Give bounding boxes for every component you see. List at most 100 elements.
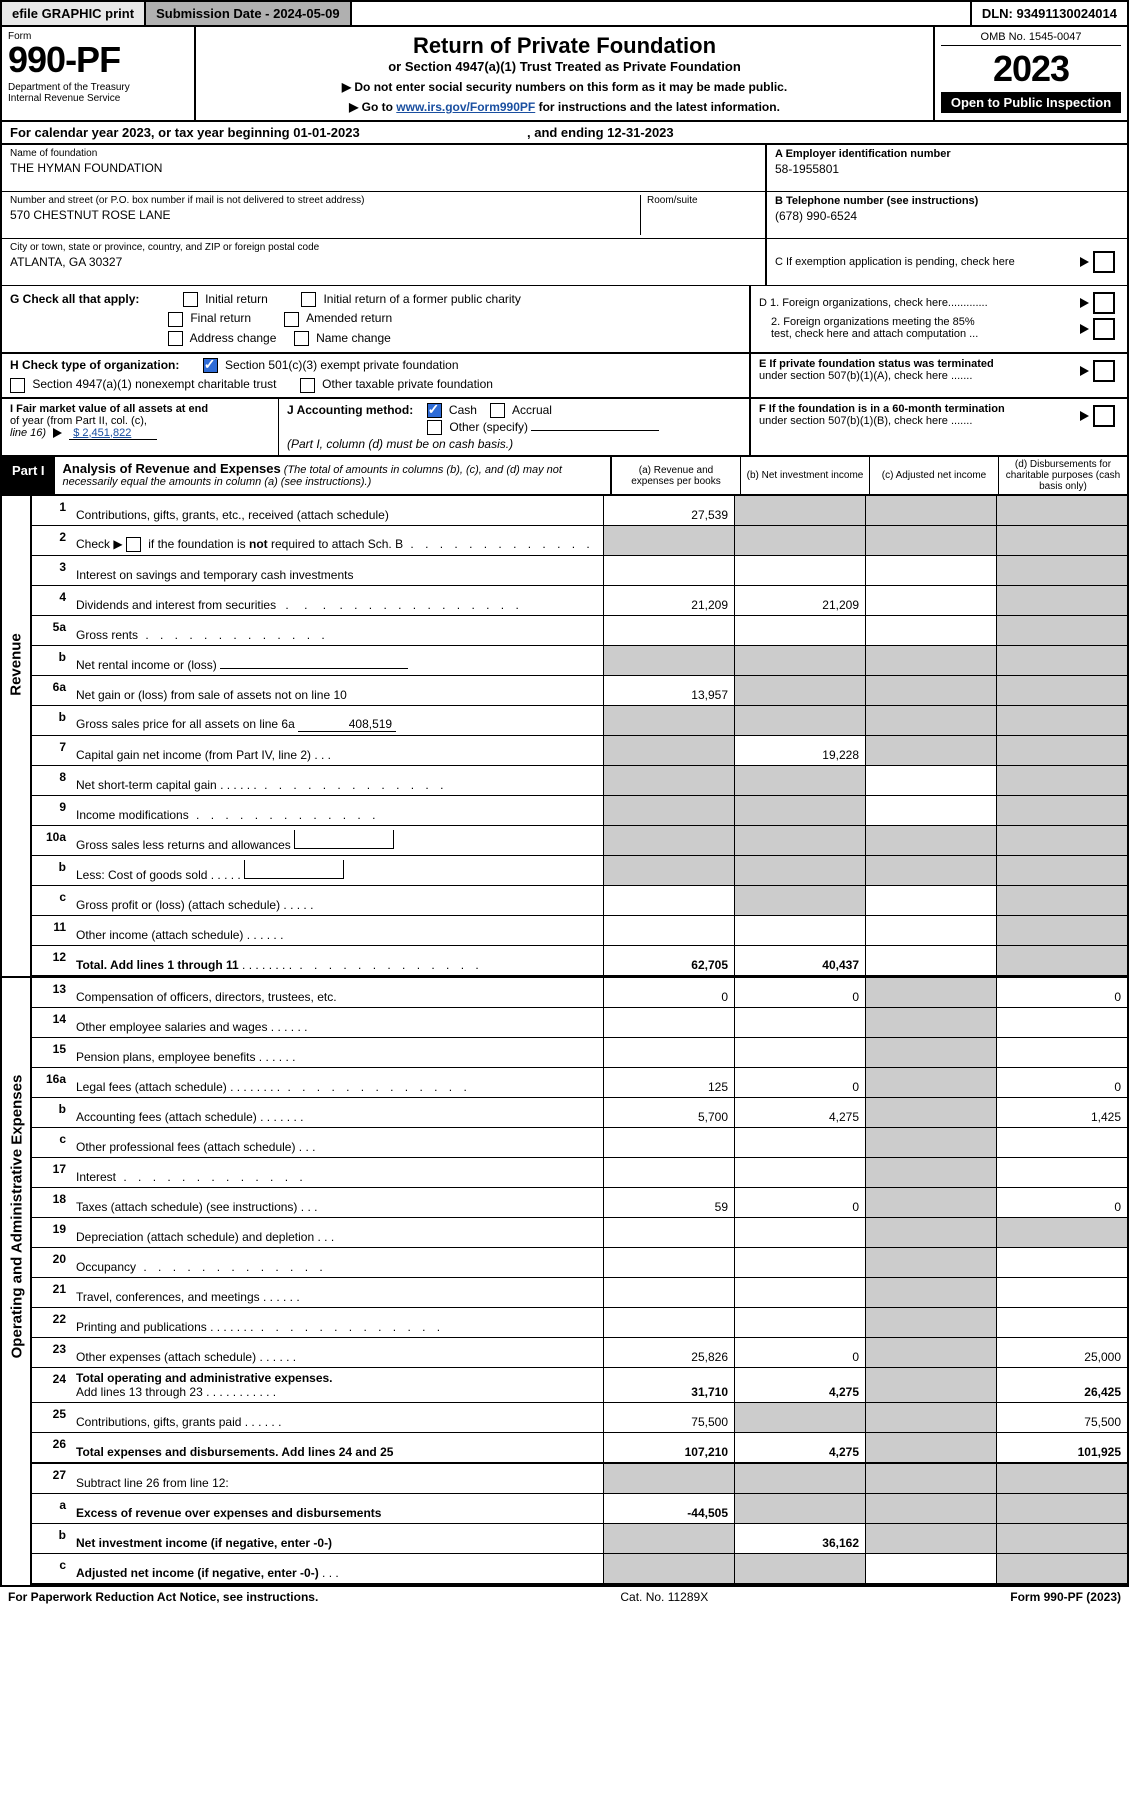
header-center: Return of Private Foundation or Section … [196, 27, 935, 120]
j-label: J Accounting method: [287, 403, 413, 417]
line-19: 19 Depreciation (attach schedule) and de… [32, 1218, 1127, 1248]
c-row: C If exemption application is pending, c… [767, 239, 1127, 285]
g-opt6: Name change [316, 331, 391, 345]
j-section: J Accounting method: Cash Accrual Other … [279, 399, 751, 456]
part1-title: Analysis of Revenue and Expenses [63, 461, 281, 476]
ein-value: 58-1955801 [775, 160, 1119, 176]
c-checkbox[interactable] [1093, 251, 1115, 273]
expenses-sidelabel: Operating and Administrative Expenses [2, 978, 32, 1585]
arrow-icon [1080, 366, 1089, 376]
l10a-input[interactable] [294, 830, 394, 849]
calyear-a: For calendar year 2023, or tax year begi… [10, 125, 360, 140]
phone-row: B Telephone number (see instructions) (6… [767, 192, 1127, 239]
form-header: Form 990-PF Department of the Treasury I… [0, 27, 1129, 122]
f-section: F If the foundation is in a 60-month ter… [751, 399, 1127, 456]
h-opt2: Section 4947(a)(1) nonexempt charitable … [32, 377, 276, 391]
omb-number: OMB No. 1545-0047 [941, 31, 1121, 46]
city-label: City or town, state or province, country… [10, 242, 757, 253]
revenue-text: Revenue [8, 633, 25, 697]
page-footer: For Paperwork Reduction Act Notice, see … [0, 1587, 1129, 1607]
d-section: D 1. Foreign organizations, check here..… [751, 286, 1127, 352]
calyear-b: , and ending 12-31-2023 [527, 125, 674, 140]
g-address-change[interactable] [168, 331, 183, 346]
h-4947-checkbox[interactable] [10, 378, 25, 393]
col-a-head: (a) Revenue and expenses per books [612, 457, 741, 494]
d2a-label: 2. Foreign organizations meeting the 85% [771, 316, 975, 328]
dept-1: Department of the Treasury [8, 82, 188, 93]
g-amended-return[interactable] [284, 312, 299, 327]
i-fmv-value[interactable]: $ 2,451,822 [69, 427, 157, 440]
g-initial-return[interactable] [183, 292, 198, 307]
g-initial-former[interactable] [301, 292, 316, 307]
header-right: OMB No. 1545-0047 2023 Open to Public In… [935, 27, 1127, 120]
line-12: 12 Total. Add lines 1 through 11 . . . .… [32, 946, 1127, 976]
phone-label: B Telephone number (see instructions) [775, 195, 1119, 207]
j-other-input[interactable] [531, 430, 659, 431]
d1-checkbox[interactable] [1093, 292, 1115, 314]
line-17: 17 Interest [32, 1158, 1127, 1188]
line-9: 9 Income modifications [32, 796, 1127, 826]
e2-label: under section 507(b)(1)(A), check here .… [759, 370, 972, 382]
l5b-input[interactable] [220, 668, 408, 669]
form-note-1: ▶ Do not enter social security numbers o… [206, 80, 923, 94]
h-501c3-checkbox[interactable] [203, 358, 218, 373]
g-opt3: Final return [190, 311, 251, 325]
top-bar: efile GRAPHIC print Submission Date - 20… [0, 0, 1129, 27]
form-note-2: ▶ Go to www.irs.gov/Form990PF for instru… [206, 100, 923, 114]
line-16a: 16a Legal fees (attach schedule) . . . .… [32, 1068, 1127, 1098]
g-final-return[interactable] [168, 312, 183, 327]
h-section: H Check type of organization: Section 50… [2, 354, 751, 397]
g-name-change[interactable] [294, 331, 309, 346]
e-checkbox[interactable] [1093, 360, 1115, 382]
line-22: 22 Printing and publications . . . . . .… [32, 1308, 1127, 1338]
l2-checkbox[interactable] [126, 537, 141, 552]
h-opt1: Section 501(c)(3) exempt private foundat… [225, 358, 458, 372]
part1-desc: Analysis of Revenue and Expenses (The to… [55, 457, 612, 494]
footer-left: For Paperwork Reduction Act Notice, see … [8, 1590, 318, 1604]
ein-label: A Employer identification number [775, 148, 1119, 160]
revenue-sidelabel: Revenue [2, 496, 32, 976]
arrow-icon [1080, 298, 1089, 308]
f2-label: under section 507(b)(1)(B), check here .… [759, 415, 972, 427]
name-label: Name of foundation [10, 148, 757, 159]
g-d-row: G Check all that apply: Initial return I… [0, 285, 1129, 354]
h-e-row: H Check type of organization: Section 50… [0, 354, 1129, 399]
col-d-head: (d) Disbursements for charitable purpose… [999, 457, 1127, 494]
line-5b: b Net rental income or (loss) [32, 646, 1127, 676]
line-25: 25 Contributions, gifts, grants paid . .… [32, 1403, 1127, 1433]
room-label: Room/suite [647, 195, 757, 206]
l10b-input[interactable] [244, 860, 344, 879]
phone-value: (678) 990-6524 [775, 207, 1119, 223]
line-27: 27 Subtract line 26 from line 12: [32, 1463, 1127, 1494]
form-number: 990-PF [8, 42, 188, 78]
ein-row: A Employer identification number 58-1955… [767, 145, 1127, 192]
g-section: G Check all that apply: Initial return I… [2, 286, 751, 352]
efile-print-button[interactable]: efile GRAPHIC print [2, 2, 146, 25]
f-checkbox[interactable] [1093, 405, 1115, 427]
tax-year: 2023 [941, 48, 1121, 90]
g-opt2: Initial return of a former public charit… [323, 292, 520, 306]
l6b-value: 408,519 [298, 717, 396, 732]
j-other-checkbox[interactable] [427, 420, 442, 435]
part1-label: Part I [2, 457, 55, 494]
line-16b: b Accounting fees (attach schedule) . . … [32, 1098, 1127, 1128]
g-label: G Check all that apply: [10, 292, 139, 306]
l2-post: required to attach Sch. B [268, 537, 403, 551]
line-1: 1 Contributions, gifts, grants, etc., re… [32, 496, 1127, 526]
line-6b: b Gross sales price for all assets on li… [32, 706, 1127, 736]
g-opt1: Initial return [205, 292, 268, 306]
calendar-year-row: For calendar year 2023, or tax year begi… [0, 122, 1129, 145]
i-lbl2: of year (from Part II, col. (c), [10, 415, 147, 427]
i-lbl1: I Fair market value of all assets at end [10, 403, 208, 415]
h-other-checkbox[interactable] [300, 378, 315, 393]
j-accrual-checkbox[interactable] [490, 403, 505, 418]
line-16c: c Other professional fees (attach schedu… [32, 1128, 1127, 1158]
arrow-icon [1080, 324, 1089, 334]
j-cash-checkbox[interactable] [427, 403, 442, 418]
line-4: 4 Dividends and interest from securities… [32, 586, 1127, 616]
d1-label: D 1. Foreign organizations, check here..… [759, 297, 988, 309]
line-10c: c Gross profit or (loss) (attach schedul… [32, 886, 1127, 916]
form990pf-link[interactable]: www.irs.gov/Form990PF [396, 100, 535, 114]
d2-checkbox[interactable] [1093, 318, 1115, 340]
form-title: Return of Private Foundation [206, 33, 923, 59]
